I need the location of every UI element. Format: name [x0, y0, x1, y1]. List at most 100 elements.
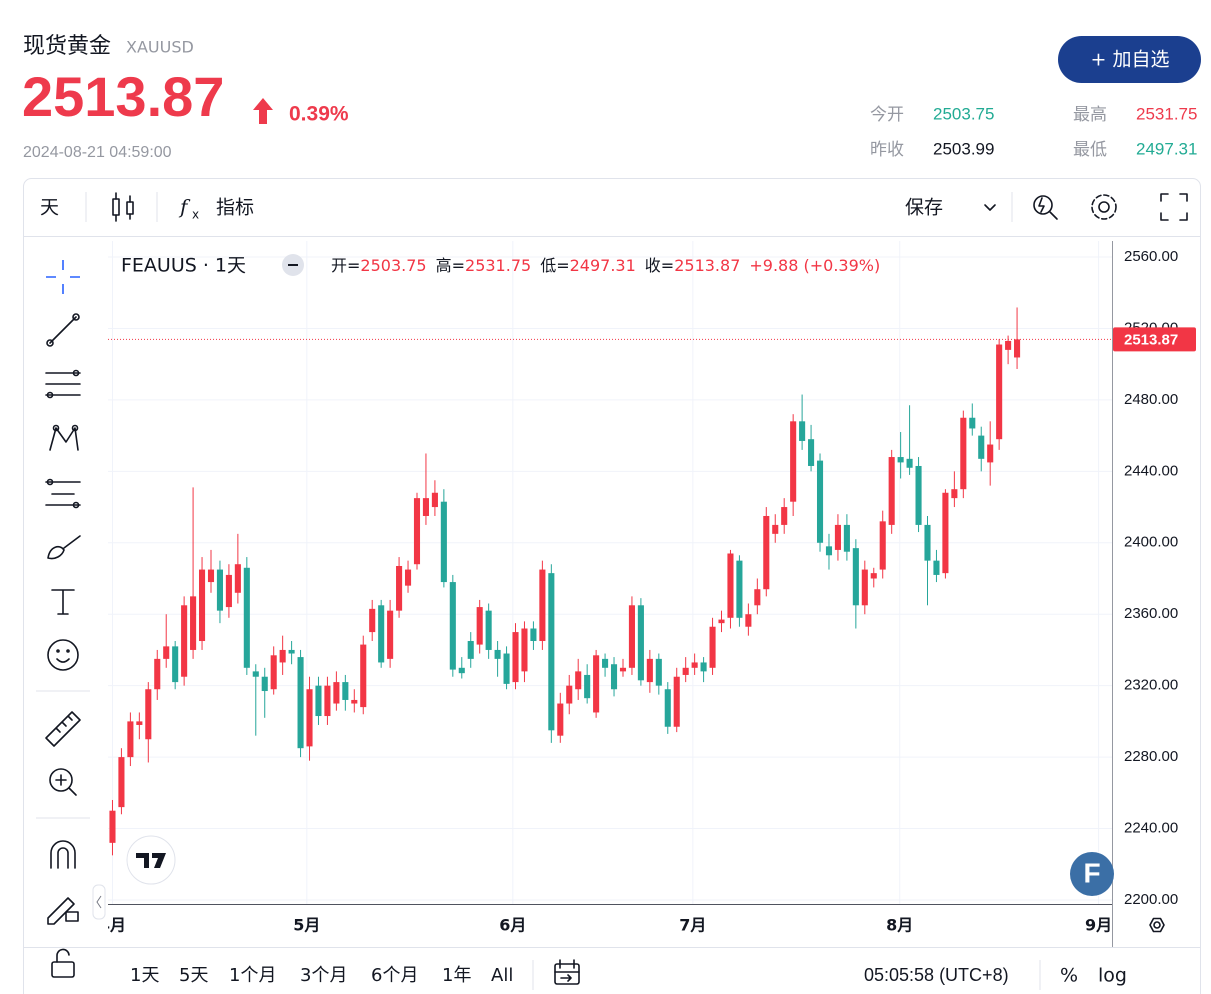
candle-body — [610, 664, 618, 690]
add-watchlist-label[interactable]: + 加自选 — [1091, 49, 1170, 71]
plot-area — [108, 241, 1112, 904]
magnet-tool[interactable] — [50, 840, 76, 869]
range-button[interactable]: 5天 — [179, 965, 208, 986]
range-button[interactable]: 3个月 — [300, 965, 347, 986]
text-tool[interactable] — [51, 589, 75, 615]
candle-body — [234, 564, 241, 593]
collapse-arrow[interactable] — [96, 895, 102, 909]
fx-icon[interactable]: x — [192, 208, 199, 222]
candle-body — [315, 685, 322, 717]
stat-label: 今开 — [870, 105, 904, 125]
save-dropdown[interactable] — [984, 204, 996, 211]
candle-body — [476, 607, 483, 645]
x-tick-label: 8月 — [886, 916, 913, 935]
settings-icon[interactable] — [1091, 194, 1117, 220]
add-watchlist-button[interactable] — [1058, 36, 1201, 83]
range-button[interactable]: 1个月 — [229, 965, 276, 986]
candle-body — [602, 658, 609, 668]
x-tick-label: 6月 — [499, 916, 526, 935]
log-toggle[interactable]: log — [1098, 965, 1127, 987]
legend-symbol: FEAUUS · 1天 — [121, 255, 246, 277]
x-tick-label: 5月 — [293, 916, 320, 935]
candle-body — [440, 501, 447, 583]
candle-body — [458, 667, 465, 674]
candle-body — [413, 498, 421, 565]
candle-body — [799, 421, 806, 441]
title: 现货黄金 — [23, 34, 111, 59]
candle-body — [584, 674, 591, 699]
candle-body — [288, 649, 295, 654]
save-button[interactable]: 保存 — [905, 197, 943, 219]
y-tick-label: 2200.00 — [1124, 891, 1178, 908]
candle-body — [297, 657, 304, 749]
zoom-tool[interactable] — [49, 768, 77, 796]
candle-body — [745, 614, 752, 627]
collapse-toolbar[interactable] — [92, 884, 106, 920]
candle-body — [1014, 339, 1021, 358]
brush-tool[interactable] — [47, 535, 81, 560]
stat-value: 2503.75 — [933, 104, 994, 123]
indicators-button[interactable]: 指标 — [216, 197, 254, 219]
quick-search-icon[interactable] — [1033, 195, 1058, 220]
x-tick-label: 7月 — [679, 916, 706, 935]
interval-button[interactable]: 天 — [40, 197, 59, 219]
candle-body — [808, 439, 815, 466]
candle-body — [897, 457, 904, 463]
range-button[interactable]: 1年 — [442, 965, 471, 986]
x-tick-label: 9月 — [1085, 916, 1112, 935]
fullscreen-icon[interactable] — [1160, 193, 1188, 221]
candle-body — [109, 810, 116, 843]
candle-body — [673, 676, 680, 727]
y-tick-label: 2360.00 — [1124, 605, 1178, 622]
axis-settings[interactable] — [1149, 917, 1165, 933]
candle-body — [879, 521, 886, 570]
chart-type-icon[interactable] — [112, 192, 134, 222]
legend-value: 2497.31 — [570, 256, 636, 275]
unlock-tool[interactable] — [51, 948, 75, 978]
candle-body — [503, 653, 510, 684]
fib-tool[interactable] — [45, 369, 81, 399]
tv-logo[interactable] — [136, 853, 166, 868]
legend-value: 2503.75 — [360, 256, 426, 275]
candle-body — [816, 460, 824, 543]
candle-body — [190, 596, 197, 650]
legend-change: +9.88 (+0.39%) — [749, 256, 880, 275]
crosshair-tool[interactable] — [46, 260, 80, 294]
candle-body — [136, 721, 143, 725]
range-button[interactable]: 1天 — [130, 965, 159, 986]
last-price-tag — [1113, 327, 1196, 352]
x-axis: 4月 5月 6月 7月 8月 9月 — [99, 916, 1112, 935]
chart-frame — [23, 178, 1201, 994]
watermark-logo — [1070, 852, 1114, 896]
timestamp: 2024-08-21 04:59:00 — [23, 144, 172, 161]
candle-body — [709, 626, 716, 668]
candle-body — [252, 671, 259, 677]
legend-label: 高= — [436, 256, 465, 275]
candle-body — [987, 444, 994, 463]
range-button[interactable]: 6个月 — [371, 965, 418, 986]
candle-body — [261, 676, 268, 692]
fx-icon[interactable]: f — [178, 195, 191, 219]
candle-body — [772, 524, 779, 534]
stat-value: 2497.31 — [1136, 139, 1197, 158]
candle-body — [969, 417, 976, 429]
range-button[interactable]: All — [491, 965, 513, 986]
tv-logo[interactable] — [126, 835, 176, 885]
percent-toggle[interactable]: % — [1060, 965, 1078, 987]
x-tick-label: 4月 — [99, 916, 126, 935]
clock[interactable]: 05:05:58 (UTC+8) — [864, 965, 1009, 985]
pattern-tool[interactable] — [49, 424, 79, 451]
ruler-tool[interactable] — [45, 711, 81, 747]
candle-body — [449, 582, 456, 670]
candle-body — [548, 573, 555, 731]
candle-body — [404, 569, 412, 586]
trendline-tool[interactable] — [46, 313, 80, 347]
candle-body — [978, 435, 985, 459]
prediction-tool[interactable] — [45, 478, 81, 509]
date-range-icon[interactable] — [554, 959, 580, 985]
candle-body — [852, 548, 859, 606]
lock-drawing-tool[interactable] — [47, 897, 79, 925]
candle-body — [655, 658, 662, 686]
emoji-tool[interactable] — [47, 639, 79, 671]
